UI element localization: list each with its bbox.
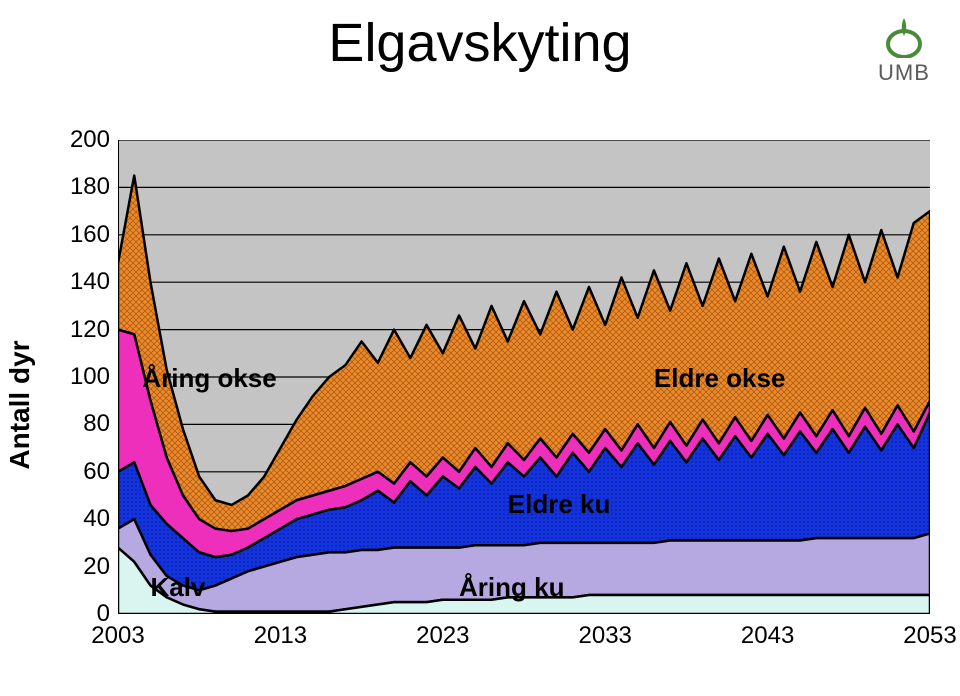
y-tick: 40 xyxy=(50,505,110,533)
y-tick: 60 xyxy=(50,458,110,486)
y-tick: 180 xyxy=(50,173,110,201)
area-chart: Antall dyr 02040608010012014016018020020… xyxy=(30,140,930,670)
series-label-aring_okse: Åring okse xyxy=(142,363,276,394)
x-tick: 2003 xyxy=(91,622,144,650)
umb-logo-text: UMB xyxy=(874,60,934,86)
y-tick: 140 xyxy=(50,268,110,296)
y-tick: 120 xyxy=(50,316,110,344)
y-tick: 20 xyxy=(50,553,110,581)
x-tick: 2033 xyxy=(578,622,631,650)
x-tick: 2023 xyxy=(416,622,469,650)
umb-logo: UMB xyxy=(874,14,934,86)
x-tick: 2013 xyxy=(254,622,307,650)
y-tick: 200 xyxy=(50,126,110,154)
series-label-aring_ku: Åring ku xyxy=(459,572,564,603)
series-label-eldre_okse: Eldre okse xyxy=(654,363,786,394)
series-label-kalv: Kalv xyxy=(150,572,205,603)
y-axis-label: Antall dyr xyxy=(4,340,36,469)
umb-logo-icon xyxy=(884,14,924,58)
x-tick: 2043 xyxy=(741,622,794,650)
x-tick: 2053 xyxy=(903,622,956,650)
series-label-eldre_ku: Eldre ku xyxy=(508,489,611,520)
y-tick: 80 xyxy=(50,410,110,438)
page-title: Elgavskyting xyxy=(0,12,960,74)
y-tick: 100 xyxy=(50,363,110,391)
y-tick: 160 xyxy=(50,221,110,249)
